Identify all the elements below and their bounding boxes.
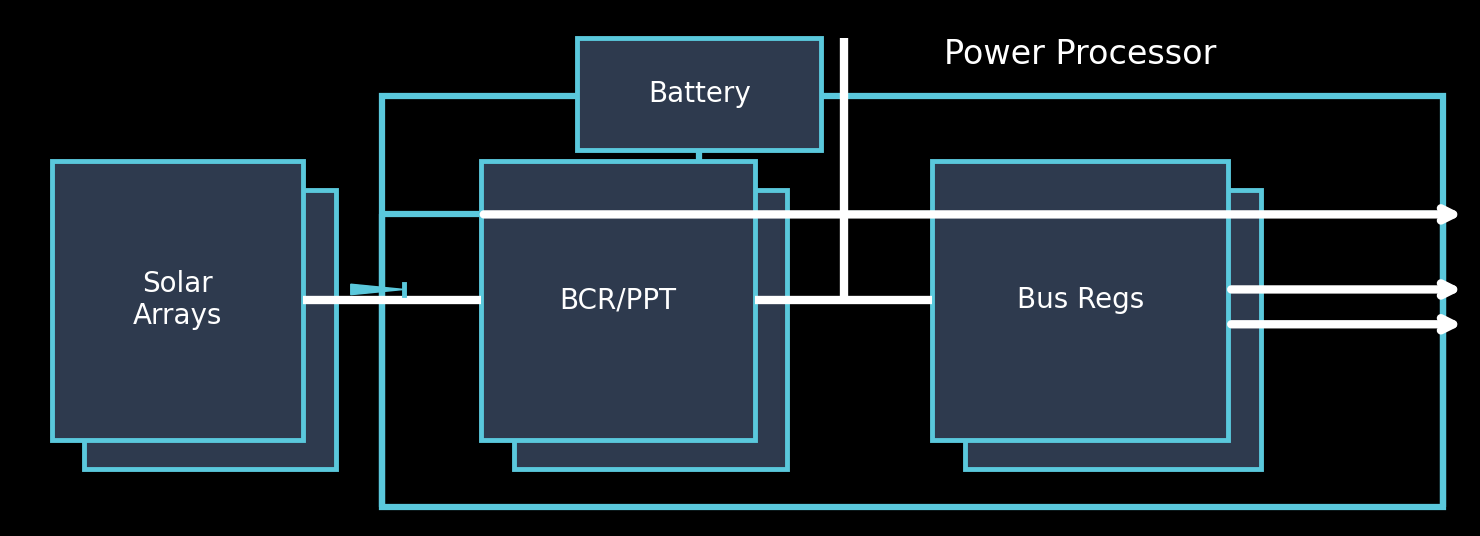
Text: Battery: Battery [648,80,750,108]
FancyBboxPatch shape [932,161,1228,440]
Text: BCR/PPT: BCR/PPT [559,286,676,314]
FancyBboxPatch shape [514,190,787,469]
FancyBboxPatch shape [84,190,336,469]
Polygon shape [351,284,404,295]
Text: Solar
Arrays: Solar Arrays [133,270,222,330]
FancyBboxPatch shape [965,190,1261,469]
FancyBboxPatch shape [52,161,303,440]
FancyBboxPatch shape [577,38,821,150]
Text: Power Processor: Power Processor [944,38,1217,71]
FancyBboxPatch shape [481,161,755,440]
Text: Bus Regs: Bus Regs [1017,286,1144,314]
